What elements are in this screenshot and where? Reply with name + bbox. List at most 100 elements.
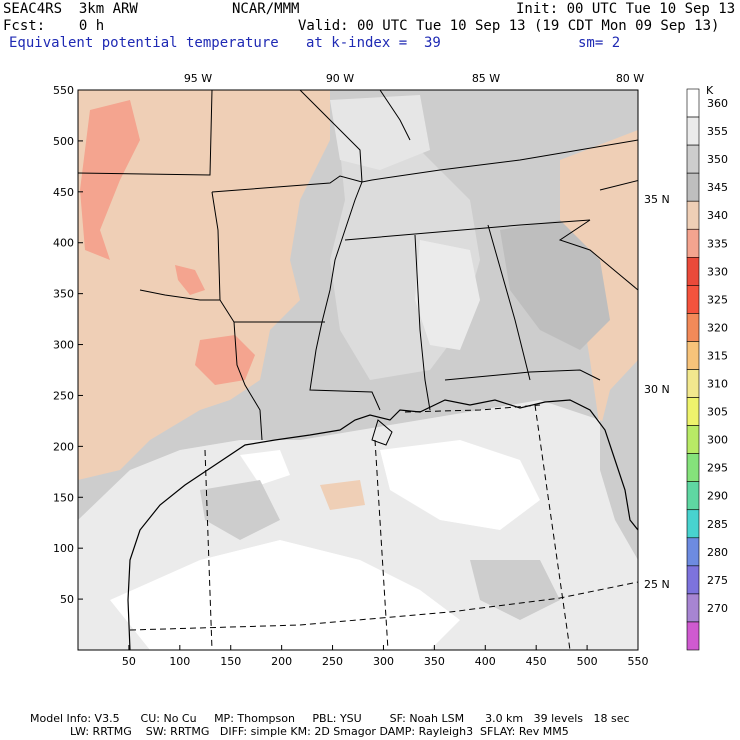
field-350-florida bbox=[600, 420, 638, 560]
border-mississippi bbox=[309, 181, 381, 411]
x-tick-label: 350 bbox=[424, 655, 445, 668]
border-ok-mo-ky-tn bbox=[211, 139, 638, 193]
colorbar-swatch bbox=[686, 116, 700, 146]
y-tick-label: 500 bbox=[53, 135, 74, 148]
level-label: at k-index = 39 bbox=[306, 35, 441, 51]
colorbar-label: 340 bbox=[707, 209, 728, 222]
colorbar-label: 335 bbox=[707, 237, 728, 250]
valid-time: Valid: 00 UTC Tue 10 Sep 13 (19 CDT Mon … bbox=[298, 18, 720, 34]
parallel-25n bbox=[129, 581, 638, 631]
coastline bbox=[127, 399, 638, 650]
delta-outline bbox=[371, 419, 393, 446]
field-345-gulf-patch bbox=[320, 480, 365, 510]
lon-label-95w: 95 W bbox=[184, 72, 212, 85]
x-tick-label: 550 bbox=[628, 655, 649, 668]
field-360-gulf-east bbox=[380, 440, 540, 530]
x-tick-label: 50 bbox=[122, 655, 136, 668]
field-350-georgia bbox=[500, 220, 610, 350]
y-tick-label: 200 bbox=[53, 440, 74, 453]
lat-label-35n: 35 N bbox=[644, 193, 670, 206]
field-360-gulf bbox=[110, 540, 460, 650]
colorbar-label: 270 bbox=[707, 602, 728, 615]
x-tick-label: 100 bbox=[169, 655, 190, 668]
x-tick-label: 450 bbox=[526, 655, 547, 668]
field-350-gulf-west bbox=[200, 480, 280, 540]
colorbar-label: 345 bbox=[707, 181, 728, 194]
parallel-30n bbox=[404, 404, 541, 413]
colorbar-label: 300 bbox=[707, 434, 728, 447]
colorbar-swatch bbox=[686, 256, 700, 286]
colorbar-swatch bbox=[686, 593, 700, 623]
graticule bbox=[129, 404, 638, 650]
x-tick-label: 300 bbox=[373, 655, 394, 668]
field-355-north bbox=[330, 95, 430, 170]
lat-label-25n: 25 N bbox=[644, 578, 670, 591]
colorbar-label: 310 bbox=[707, 378, 728, 391]
border-in-oh bbox=[379, 90, 411, 141]
x-tick-label: 200 bbox=[271, 655, 292, 668]
colorbar-swatch bbox=[686, 341, 700, 370]
colorbar-label: 295 bbox=[707, 462, 728, 475]
border-il-ky bbox=[299, 90, 363, 183]
border-ga-sc bbox=[558, 219, 638, 291]
colorbar-label: 320 bbox=[707, 321, 728, 334]
meridian-90w bbox=[374, 439, 389, 650]
y-tick-label: 300 bbox=[53, 339, 74, 352]
border-tn-south bbox=[344, 219, 591, 241]
y-tick-label: 150 bbox=[53, 491, 74, 504]
border-al-ga bbox=[487, 224, 531, 381]
lon-label-85w: 85 W bbox=[472, 72, 500, 85]
lat-label-30n: 30 N bbox=[644, 383, 670, 396]
smoothing-label: sm= 2 bbox=[578, 35, 621, 51]
map-frame bbox=[77, 89, 639, 651]
y-tick-label: 550 bbox=[53, 84, 74, 97]
colorbar-label: 305 bbox=[707, 406, 728, 419]
y-tick-label: 100 bbox=[53, 542, 74, 555]
colorbar-swatch bbox=[686, 200, 700, 230]
border-ok-ks bbox=[78, 90, 213, 176]
colorbar-swatch bbox=[686, 537, 700, 567]
colorbar-swatch bbox=[686, 565, 700, 595]
colorbar-label: 280 bbox=[707, 546, 728, 559]
meridian-95w bbox=[204, 449, 213, 650]
x-tick-label: 250 bbox=[322, 655, 343, 668]
y-tick-label: 50 bbox=[60, 593, 74, 606]
y-tick-label: 250 bbox=[53, 389, 74, 402]
colorbar-swatch bbox=[686, 369, 700, 398]
border-red-river bbox=[139, 289, 220, 301]
model-title: SEAC4RS 3km ARW bbox=[3, 1, 138, 17]
colorbar-swatch bbox=[686, 172, 700, 202]
colorbar-swatch bbox=[686, 144, 700, 174]
forecast-map: 550 500 450 400 350 300 250 200 150 100 50 50 100 15… bbox=[53, 72, 728, 668]
colorbar-swatch bbox=[686, 453, 700, 482]
lon-label-90w: 90 W bbox=[326, 72, 354, 85]
colorbar-swatch bbox=[686, 621, 700, 651]
x-axis: 50 100 150 200 250 300 350 400 450 500 550 bbox=[122, 645, 649, 668]
colorbar-label: 360 bbox=[707, 97, 728, 110]
y-tick-label: 400 bbox=[53, 237, 74, 250]
colorbar-swatch bbox=[686, 481, 700, 511]
colorbar-swatch bbox=[686, 425, 700, 454]
state-borders bbox=[78, 90, 638, 441]
footer-model-info: Model Info: V3.5 CU: No Cu MP: Thompson … bbox=[30, 712, 630, 725]
border-tx-la bbox=[219, 299, 263, 441]
field-340-panhandle bbox=[80, 100, 140, 260]
y-axis: 550 500 450 400 350 300 250 200 150 100 50 bbox=[53, 84, 83, 606]
colorbar-label: 355 bbox=[707, 125, 728, 138]
organization-label: NCAR/MMM bbox=[232, 1, 300, 17]
colorbar-swatch bbox=[686, 397, 700, 426]
colorbar-swatch bbox=[686, 509, 700, 539]
field-360-coast bbox=[240, 450, 290, 485]
y-tick-label: 350 bbox=[53, 288, 74, 301]
border-ms-al bbox=[414, 234, 431, 411]
forecast-hour: Fcst: 0 h bbox=[3, 18, 105, 34]
x-tick-label: 500 bbox=[577, 655, 598, 668]
colorbar-swatch bbox=[686, 88, 700, 118]
field-340-small bbox=[175, 265, 205, 295]
field-355-alabama bbox=[415, 240, 480, 350]
colorbar-swatch bbox=[686, 285, 700, 314]
init-time: Init: 00 UTC Tue 10 Sep 13 bbox=[516, 1, 736, 17]
footer-physics-info: LW: RRTMG SW: RRTMG DIFF: simple KM: 2D … bbox=[70, 725, 569, 738]
meridian-85w bbox=[534, 404, 571, 650]
border-ok-ar bbox=[211, 191, 221, 301]
